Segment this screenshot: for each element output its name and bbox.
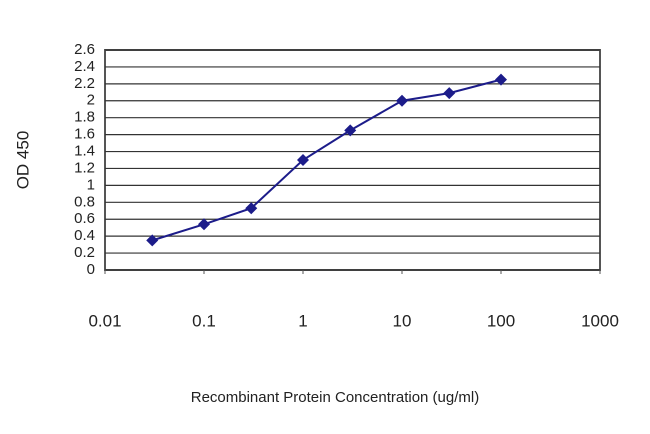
- y-tick-label: 1.8: [74, 109, 95, 126]
- y-tick-label: 0.4: [74, 227, 95, 244]
- y-tick-label: 1: [87, 176, 95, 193]
- x-tick-label: 0.1: [192, 311, 216, 330]
- data-point: [396, 94, 408, 107]
- data-point: [344, 124, 357, 137]
- data-line: [151, 78, 502, 242]
- y-tick-label: 2.4: [74, 58, 95, 75]
- data-point: [146, 234, 159, 247]
- y-tick-label: 1.6: [74, 126, 95, 143]
- x-axis-label: Recombinant Protein Concentration (ug/ml…: [191, 389, 479, 406]
- plot-frame: [104, 49, 601, 271]
- y-tick-label: 0: [87, 261, 95, 278]
- data-point: [198, 218, 210, 231]
- y-tick-label: 2.6: [74, 41, 95, 58]
- y-tick-label: 1.2: [74, 159, 95, 176]
- x-tick-label: 0.01: [88, 311, 121, 330]
- x-tick-label: 1000: [581, 311, 619, 330]
- x-tick-label: 100: [487, 311, 515, 330]
- y-tick-label: 0.6: [74, 210, 95, 227]
- data-point: [443, 87, 456, 100]
- y-tick-label: 1.4: [74, 143, 95, 160]
- y-tick-label: 0.8: [74, 193, 95, 210]
- x-tick-label: 1: [298, 311, 307, 330]
- y-tick-label: 2: [87, 92, 95, 109]
- x-tick-label: 10: [393, 311, 412, 330]
- y-tick-label: 2.2: [74, 75, 95, 92]
- data-point: [495, 73, 507, 86]
- y-tick-label: 0.2: [74, 244, 95, 261]
- y-axis-label: OD 450: [13, 131, 32, 190]
- data-point: [297, 154, 309, 166]
- data-point: [245, 202, 258, 215]
